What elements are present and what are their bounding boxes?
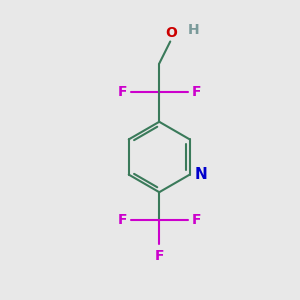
Text: F: F — [192, 85, 201, 99]
Text: F: F — [192, 213, 201, 227]
Text: F: F — [154, 249, 164, 263]
Text: F: F — [117, 85, 127, 99]
Text: O: O — [165, 26, 177, 40]
Text: H: H — [188, 23, 200, 38]
Text: F: F — [117, 213, 127, 227]
Text: N: N — [195, 167, 207, 182]
